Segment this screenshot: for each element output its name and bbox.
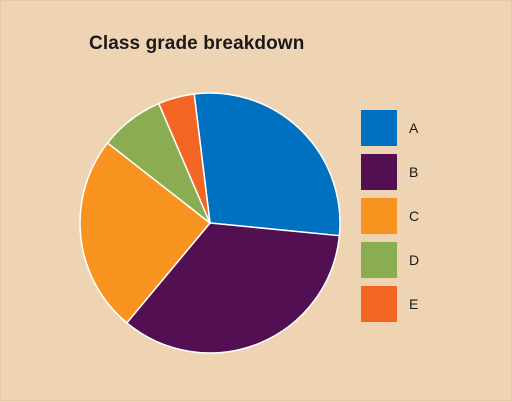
legend-label-c: C xyxy=(409,208,419,224)
legend-label-a: A xyxy=(409,120,419,136)
legend-swatch-c xyxy=(361,198,397,234)
legend-label-b: B xyxy=(409,164,418,180)
pie-slice-b xyxy=(126,222,341,354)
legend-swatch-d xyxy=(361,242,397,278)
legend-label-e: E xyxy=(409,296,418,312)
legend-swatch-b xyxy=(361,154,397,190)
chart-title: Class grade breakdown xyxy=(89,33,305,54)
legend: A B C D E xyxy=(361,110,419,322)
pie-slice-e xyxy=(158,93,211,224)
legend-label-d: D xyxy=(409,252,419,268)
pie-slices xyxy=(79,92,341,354)
pie-slice-c xyxy=(79,142,211,324)
pie-slice-a xyxy=(193,92,341,237)
legend-swatch-e xyxy=(361,286,397,322)
legend-swatch-a xyxy=(361,110,397,146)
